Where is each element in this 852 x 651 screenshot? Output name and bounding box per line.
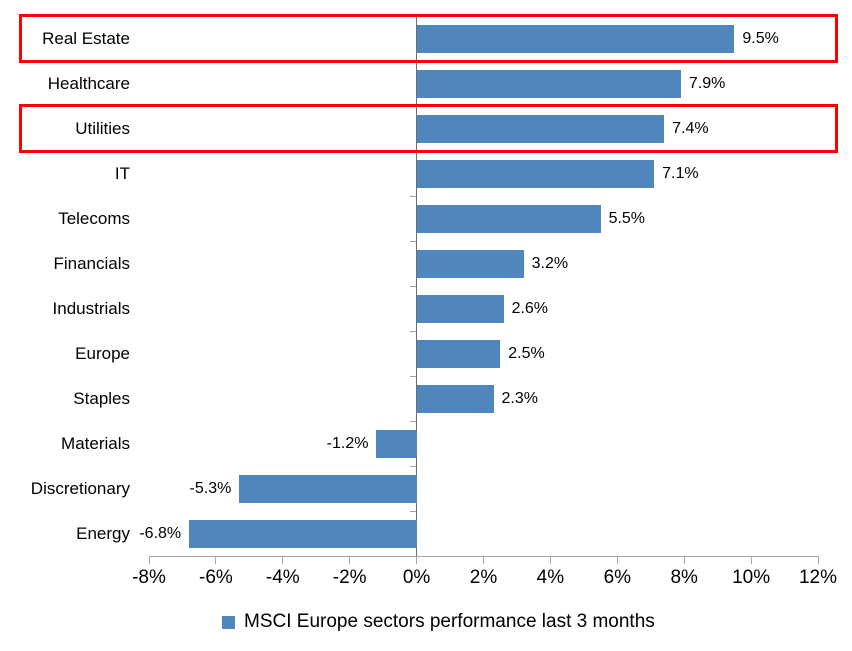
data-label: -6.8% (139, 525, 182, 542)
value-axis-tick (416, 557, 418, 564)
value-axis-tick (549, 557, 551, 564)
category-label: Staples (73, 389, 130, 408)
category-axis-tick (409, 240, 416, 242)
data-label: -5.3% (189, 480, 232, 497)
bar (189, 519, 417, 548)
category-label: Real Estate (42, 29, 130, 48)
axis-tick-label: 12% (798, 567, 838, 588)
category-axis-tick (409, 195, 416, 197)
bar (416, 114, 665, 143)
data-label: 7.1% (662, 165, 699, 182)
bar (416, 339, 501, 368)
value-axis-tick (349, 557, 351, 564)
category-axis-tick (409, 465, 416, 467)
value-axis-tick (215, 557, 217, 564)
category-label: IT (114, 164, 130, 183)
category-axis-tick (409, 510, 416, 512)
category-label: Materials (61, 434, 130, 453)
bar (376, 429, 417, 458)
axis-tick-label: 8% (670, 567, 698, 588)
value-axis-tick (483, 557, 484, 564)
category-label: Discretionary (30, 479, 130, 498)
bar (239, 474, 417, 503)
value-axis-tick (817, 557, 819, 564)
axis-tick-label: 4% (536, 567, 565, 588)
axis-tick-label: 0% (402, 567, 431, 588)
bar (416, 204, 601, 233)
data-label: 2.5% (508, 345, 545, 362)
category-axis-line (415, 16, 417, 556)
value-axis-tick (616, 557, 618, 564)
data-label: 5.5% (608, 210, 646, 227)
data-label: 9.5% (742, 30, 779, 47)
value-axis-tick (683, 557, 685, 564)
category-label: Financials (53, 254, 130, 273)
category-label: Telecoms (58, 209, 130, 228)
bar (416, 159, 655, 188)
data-label: -1.2% (326, 435, 369, 452)
bar (416, 24, 735, 53)
category-axis-tick (409, 420, 416, 422)
category-axis-tick (409, 330, 416, 332)
data-label: 2.3% (501, 390, 538, 407)
value-axis-line (149, 556, 819, 557)
bar (416, 249, 524, 278)
bar (416, 384, 494, 413)
axis-tick-label: 6% (603, 567, 632, 588)
category-axis-tick (409, 285, 416, 287)
category-label: Europe (75, 344, 130, 363)
data-label: 2.6% (511, 300, 549, 317)
bar (416, 69, 681, 98)
data-label: 7.4% (672, 120, 709, 137)
axis-tick-label: -4% (265, 567, 300, 588)
data-label: 7.9% (688, 75, 726, 92)
axis-tick-label: -2% (332, 567, 367, 588)
category-label: Healthcare (47, 74, 130, 93)
category-label: Utilities (75, 119, 130, 138)
bar (416, 294, 504, 323)
legend: MSCI Europe sectors performance last 3 m… (222, 611, 655, 633)
axis-tick-label: 10% (732, 567, 771, 588)
category-label: Industrials (52, 299, 130, 318)
axis-tick-label: 2% (469, 567, 498, 588)
value-axis-tick (282, 557, 284, 564)
highlight-box (19, 13, 838, 63)
category-label: Energy (76, 524, 130, 543)
highlight-box (19, 103, 838, 153)
value-axis-tick (750, 557, 752, 564)
legend-label: MSCI Europe sectors performance last 3 m… (244, 611, 655, 632)
category-axis-tick (409, 375, 416, 377)
axis-tick-label: -6% (198, 567, 233, 588)
legend-marker-icon (222, 615, 235, 629)
axis-tick-label: -8% (132, 567, 166, 588)
value-axis-tick (148, 557, 150, 564)
data-label: 3.2% (531, 255, 569, 272)
